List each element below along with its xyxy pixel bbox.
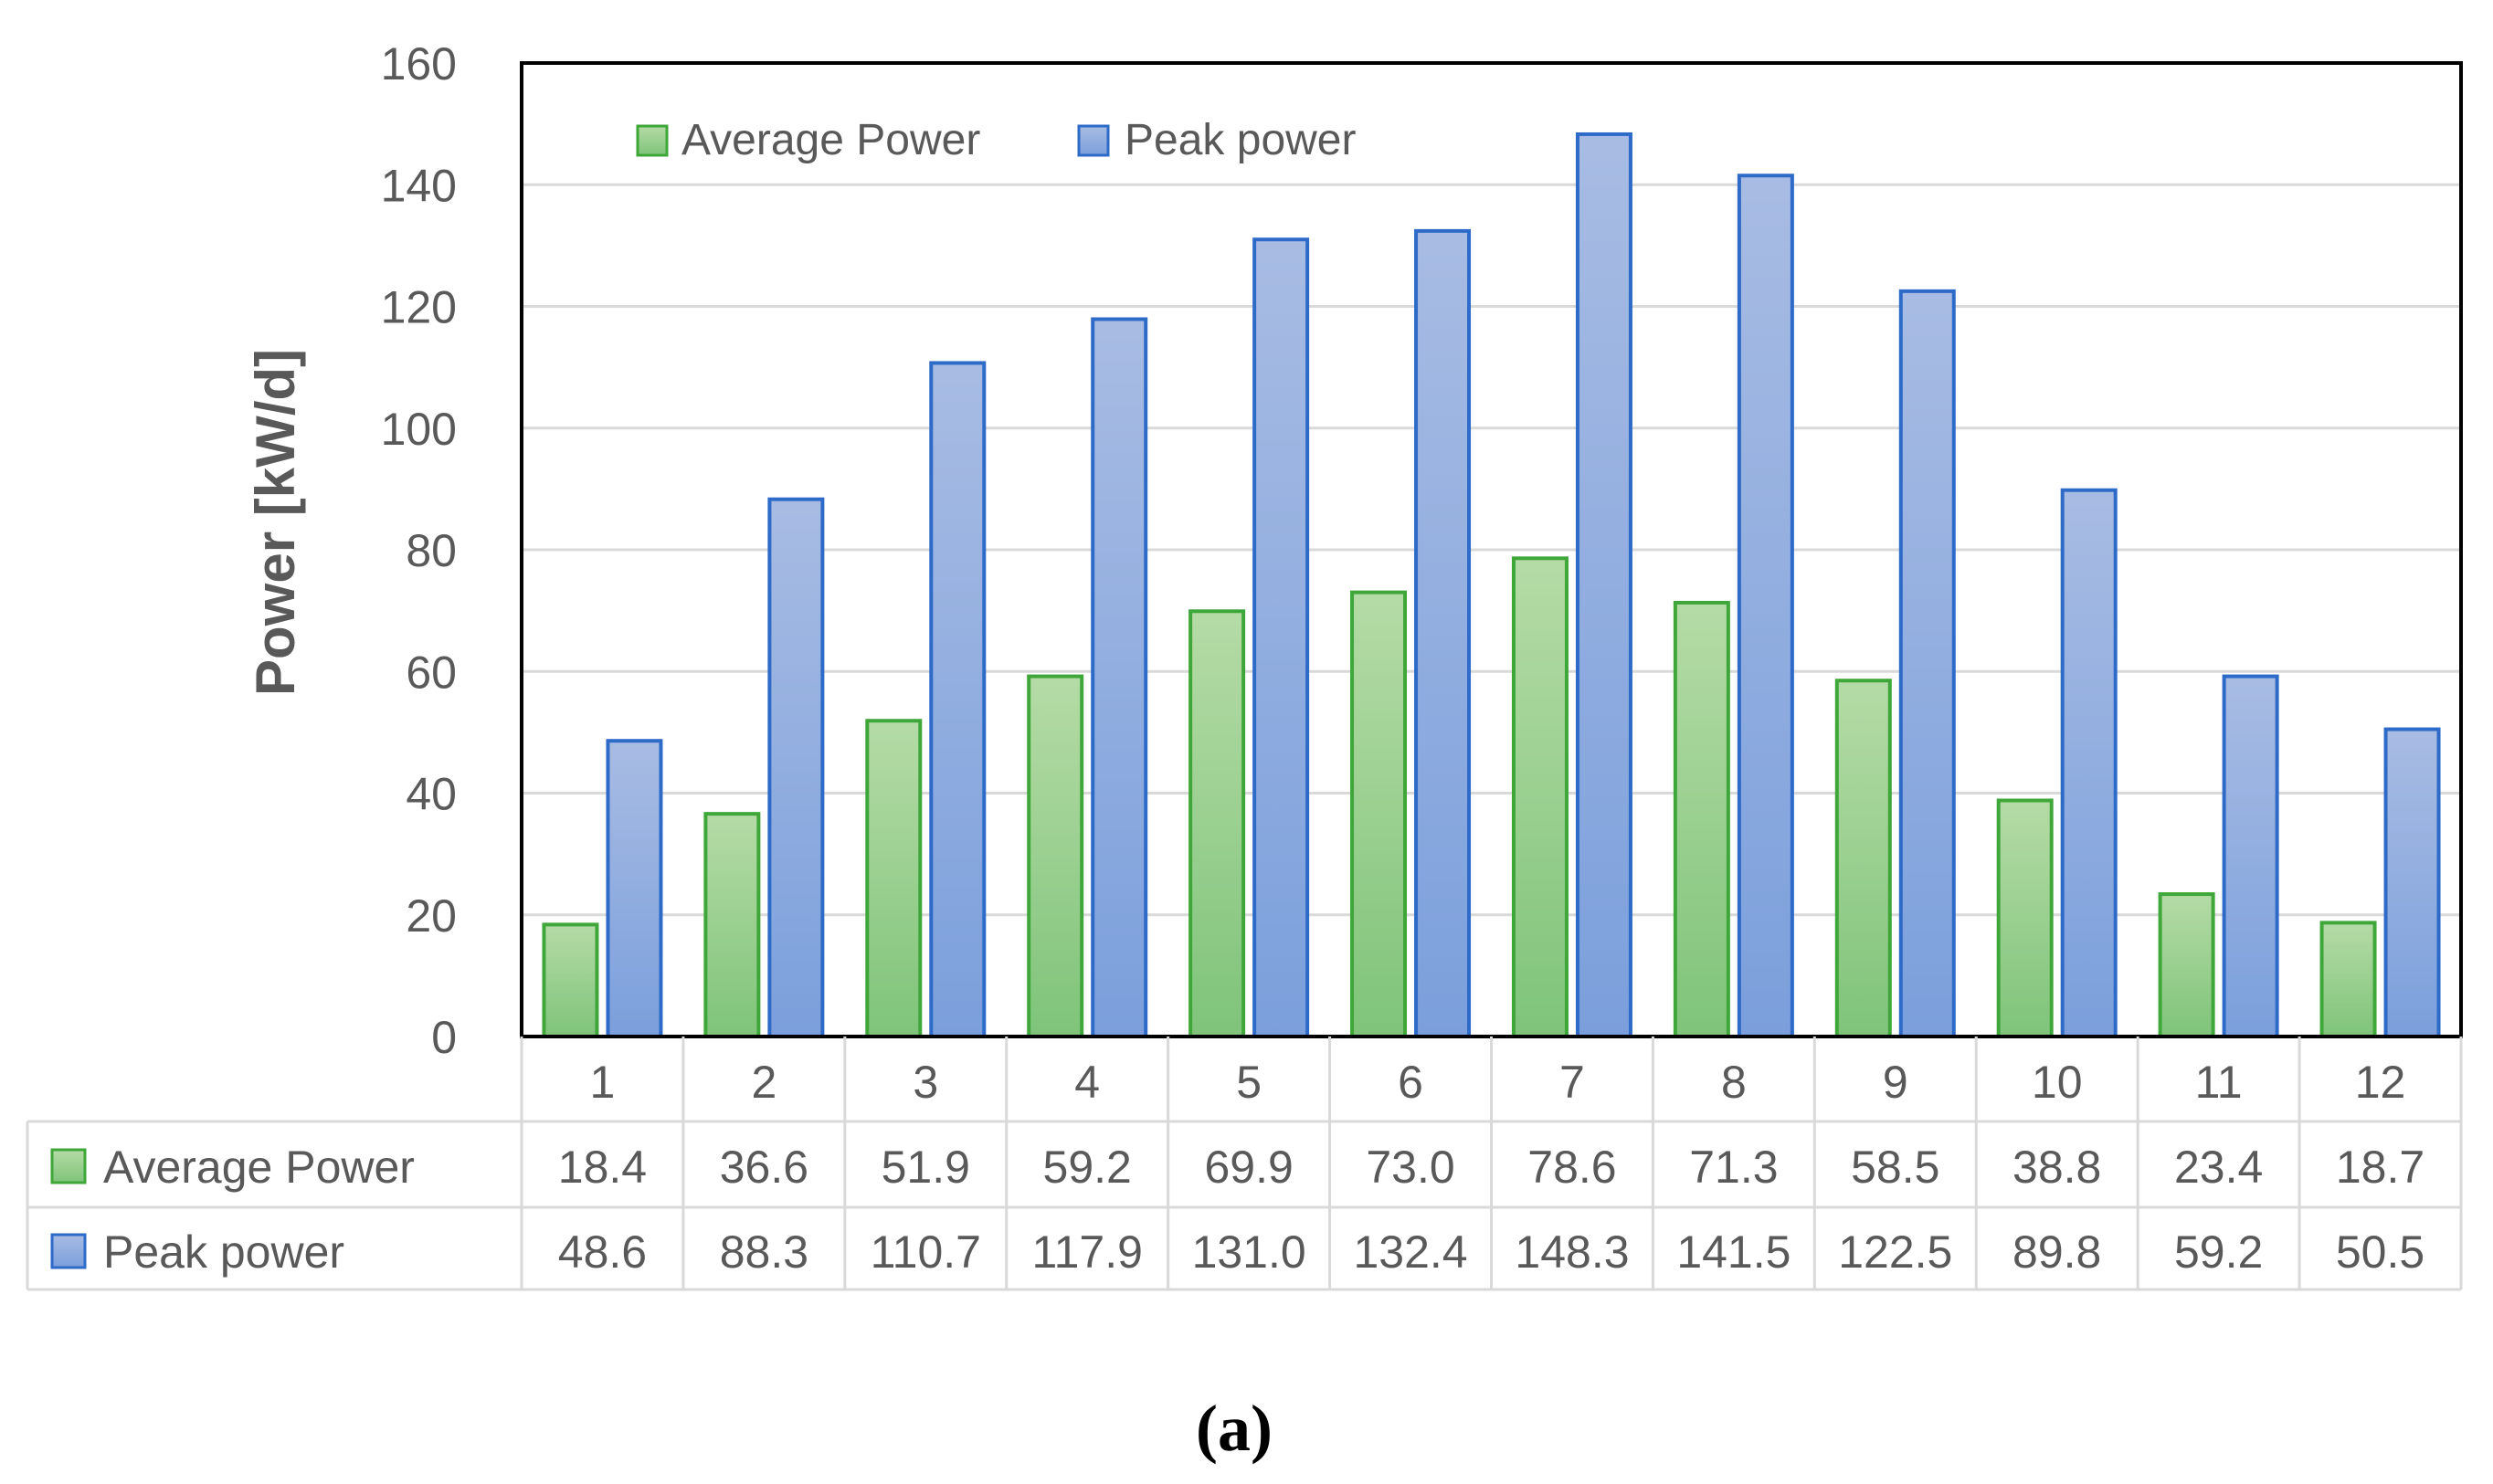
y-tick-label: 40 bbox=[406, 769, 457, 820]
bar-peak-power bbox=[1898, 289, 1956, 1038]
x-tick-label: 8 bbox=[1721, 1057, 1747, 1108]
data-label: 18.7 bbox=[2336, 1142, 2424, 1193]
data-label: 58.5 bbox=[1851, 1142, 1939, 1193]
bar-average-power bbox=[1350, 590, 1408, 1038]
gridlines bbox=[522, 183, 2461, 917]
table-row-average-power-label: Average Power bbox=[103, 1142, 415, 1193]
legend: Average Power Peak power bbox=[636, 116, 1356, 164]
x-tick-label: 10 bbox=[2032, 1057, 2083, 1108]
table-row-peak-power-label: Peak power bbox=[103, 1226, 344, 1278]
bar-average-power bbox=[1511, 556, 1569, 1038]
legend-label-peak: Peak power bbox=[1125, 116, 1356, 164]
bar-peak-power bbox=[2383, 727, 2441, 1038]
data-label: 38.8 bbox=[2012, 1142, 2101, 1193]
bar-average-power bbox=[1027, 674, 1084, 1039]
data-label: 18.4 bbox=[558, 1142, 647, 1193]
y-tick-label: 100 bbox=[381, 404, 457, 455]
data-label: 131.0 bbox=[1192, 1226, 1306, 1278]
bar-average-power bbox=[703, 812, 761, 1039]
y-tick-label: 120 bbox=[381, 282, 457, 333]
bar-peak-power bbox=[606, 739, 663, 1038]
y-tick-label: 60 bbox=[406, 647, 457, 698]
figure-caption: (a) bbox=[1196, 1392, 1273, 1465]
x-tick-label: 1 bbox=[590, 1057, 616, 1108]
y-axis-ticks: 0 20 40 60 80 100 120 140 160 bbox=[381, 38, 457, 1063]
bar-peak-power bbox=[1414, 228, 1472, 1038]
bar-average-power bbox=[542, 922, 599, 1038]
bar-average-power bbox=[1673, 600, 1730, 1038]
y-tick-label: 0 bbox=[431, 1012, 457, 1063]
bar-average-power bbox=[1188, 609, 1246, 1038]
data-label: 89.8 bbox=[2012, 1226, 2101, 1278]
x-tick-label: 6 bbox=[1398, 1057, 1423, 1108]
data-label: 59.2 bbox=[1043, 1142, 1132, 1193]
y-tick-label: 80 bbox=[406, 525, 457, 576]
legend-label-average: Average Power bbox=[681, 116, 980, 164]
x-tick-label: 9 bbox=[1883, 1057, 1908, 1108]
x-tick-label: 11 bbox=[2195, 1057, 2243, 1108]
bar-average-power bbox=[2319, 921, 2377, 1039]
y-tick-label: 20 bbox=[406, 890, 457, 942]
y-tick-label: 160 bbox=[381, 38, 457, 89]
data-label: 36.6 bbox=[720, 1142, 808, 1193]
table-legend-swatch bbox=[50, 1233, 87, 1269]
bars bbox=[542, 132, 2441, 1039]
x-tick-label: 3 bbox=[913, 1057, 938, 1108]
bar-peak-power bbox=[767, 497, 825, 1038]
x-tick-label: 12 bbox=[2355, 1057, 2406, 1108]
bar-peak-power bbox=[1575, 132, 1632, 1039]
data-label: 50.5 bbox=[2336, 1226, 2424, 1278]
data-label: 23.4 bbox=[2174, 1142, 2263, 1193]
data-label: 148.3 bbox=[1515, 1226, 1629, 1278]
bar-peak-power bbox=[929, 361, 987, 1038]
bar-peak-power bbox=[2222, 674, 2279, 1039]
data-label: 88.3 bbox=[720, 1226, 808, 1278]
data-label: 132.4 bbox=[1353, 1226, 1467, 1278]
table-legend-swatch bbox=[50, 1148, 87, 1184]
data-label: 78.6 bbox=[1527, 1142, 1616, 1193]
x-tick-label: 5 bbox=[1236, 1057, 1262, 1108]
data-label: 117.9 bbox=[1031, 1226, 1142, 1278]
data-label: 69.9 bbox=[1204, 1142, 1293, 1193]
x-tick-label: 4 bbox=[1074, 1057, 1100, 1108]
bar-average-power bbox=[2158, 892, 2215, 1038]
bar-peak-power bbox=[1091, 317, 1148, 1038]
bar-peak-power bbox=[2060, 488, 2118, 1038]
data-label: 71.3 bbox=[1689, 1142, 1778, 1193]
x-tick-label: 2 bbox=[751, 1057, 776, 1108]
bar-average-power bbox=[1996, 798, 2054, 1038]
x-tick-label: 7 bbox=[1559, 1057, 1585, 1108]
y-tick-label: 140 bbox=[381, 160, 457, 211]
data-label: 51.9 bbox=[882, 1142, 970, 1193]
legend-swatch-average bbox=[636, 124, 669, 157]
y-axis-label: Power [kW/d] bbox=[245, 349, 306, 696]
bar-peak-power bbox=[1252, 237, 1310, 1038]
bar-average-power bbox=[1834, 679, 1892, 1039]
bar-peak-power bbox=[1737, 174, 1794, 1039]
data-label: 59.2 bbox=[2174, 1226, 2263, 1278]
data-label: 110.7 bbox=[871, 1226, 981, 1278]
data-label: 122.5 bbox=[1838, 1226, 1952, 1278]
legend-swatch-peak bbox=[1077, 124, 1110, 157]
data-label: 48.6 bbox=[558, 1226, 647, 1278]
data-label: 73.0 bbox=[1366, 1142, 1454, 1193]
bar-average-power bbox=[865, 719, 923, 1038]
data-label: 141.5 bbox=[1676, 1226, 1791, 1278]
